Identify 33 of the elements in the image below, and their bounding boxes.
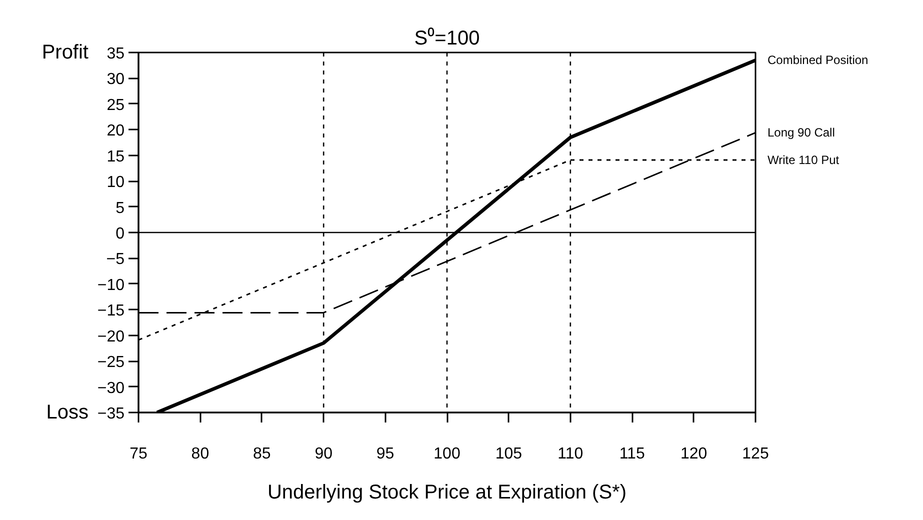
x-tick-label: 95 [376, 446, 394, 462]
x-tick-label: 105 [495, 446, 522, 462]
y-tick-label: −20 [97, 328, 125, 346]
text: Loss [46, 402, 89, 424]
y-tick-label: 0 [116, 226, 125, 242]
y-tick-label: −10 [97, 276, 125, 294]
y-tick-label: −5 [106, 251, 125, 268]
y-tick-label: 25 [106, 96, 125, 114]
x-tick-label: 75 [130, 446, 148, 462]
x-tick-label: 125 [742, 446, 769, 462]
series-label: Combined Position [768, 53, 868, 68]
chart-title: S⁰=100 [414, 26, 480, 50]
x-tick-label: 85 [253, 446, 271, 462]
y-tick-label: 15 [106, 148, 125, 166]
y-tick-label: 5 [116, 200, 125, 217]
x-tick-label: 90 [314, 446, 333, 462]
series-label: Write 110 Put [768, 152, 840, 167]
x-tick-label: 120 [680, 446, 708, 462]
y-tick-label: −35 [97, 406, 125, 422]
y-tick-label: 20 [106, 122, 125, 140]
y-tick-label: −25 [97, 354, 125, 372]
y-tick-label: 10 [106, 174, 125, 192]
series-label: Long 90 Call [768, 126, 835, 140]
text: Profit [42, 42, 89, 64]
y-tick-label: 30 [106, 71, 125, 88]
x-tick-label: 115 [619, 446, 645, 462]
x-tick-label: 110 [558, 446, 584, 462]
x-tick-label: 80 [191, 446, 210, 462]
x-tick-label: 100 [434, 446, 460, 462]
x-axis-title: Underlying Stock Price at Expiration (S*) [267, 482, 627, 504]
y-tick-label: −15 [97, 302, 125, 320]
y-tick-label: 35 [106, 46, 125, 62]
y-tick-label: −30 [97, 380, 125, 397]
